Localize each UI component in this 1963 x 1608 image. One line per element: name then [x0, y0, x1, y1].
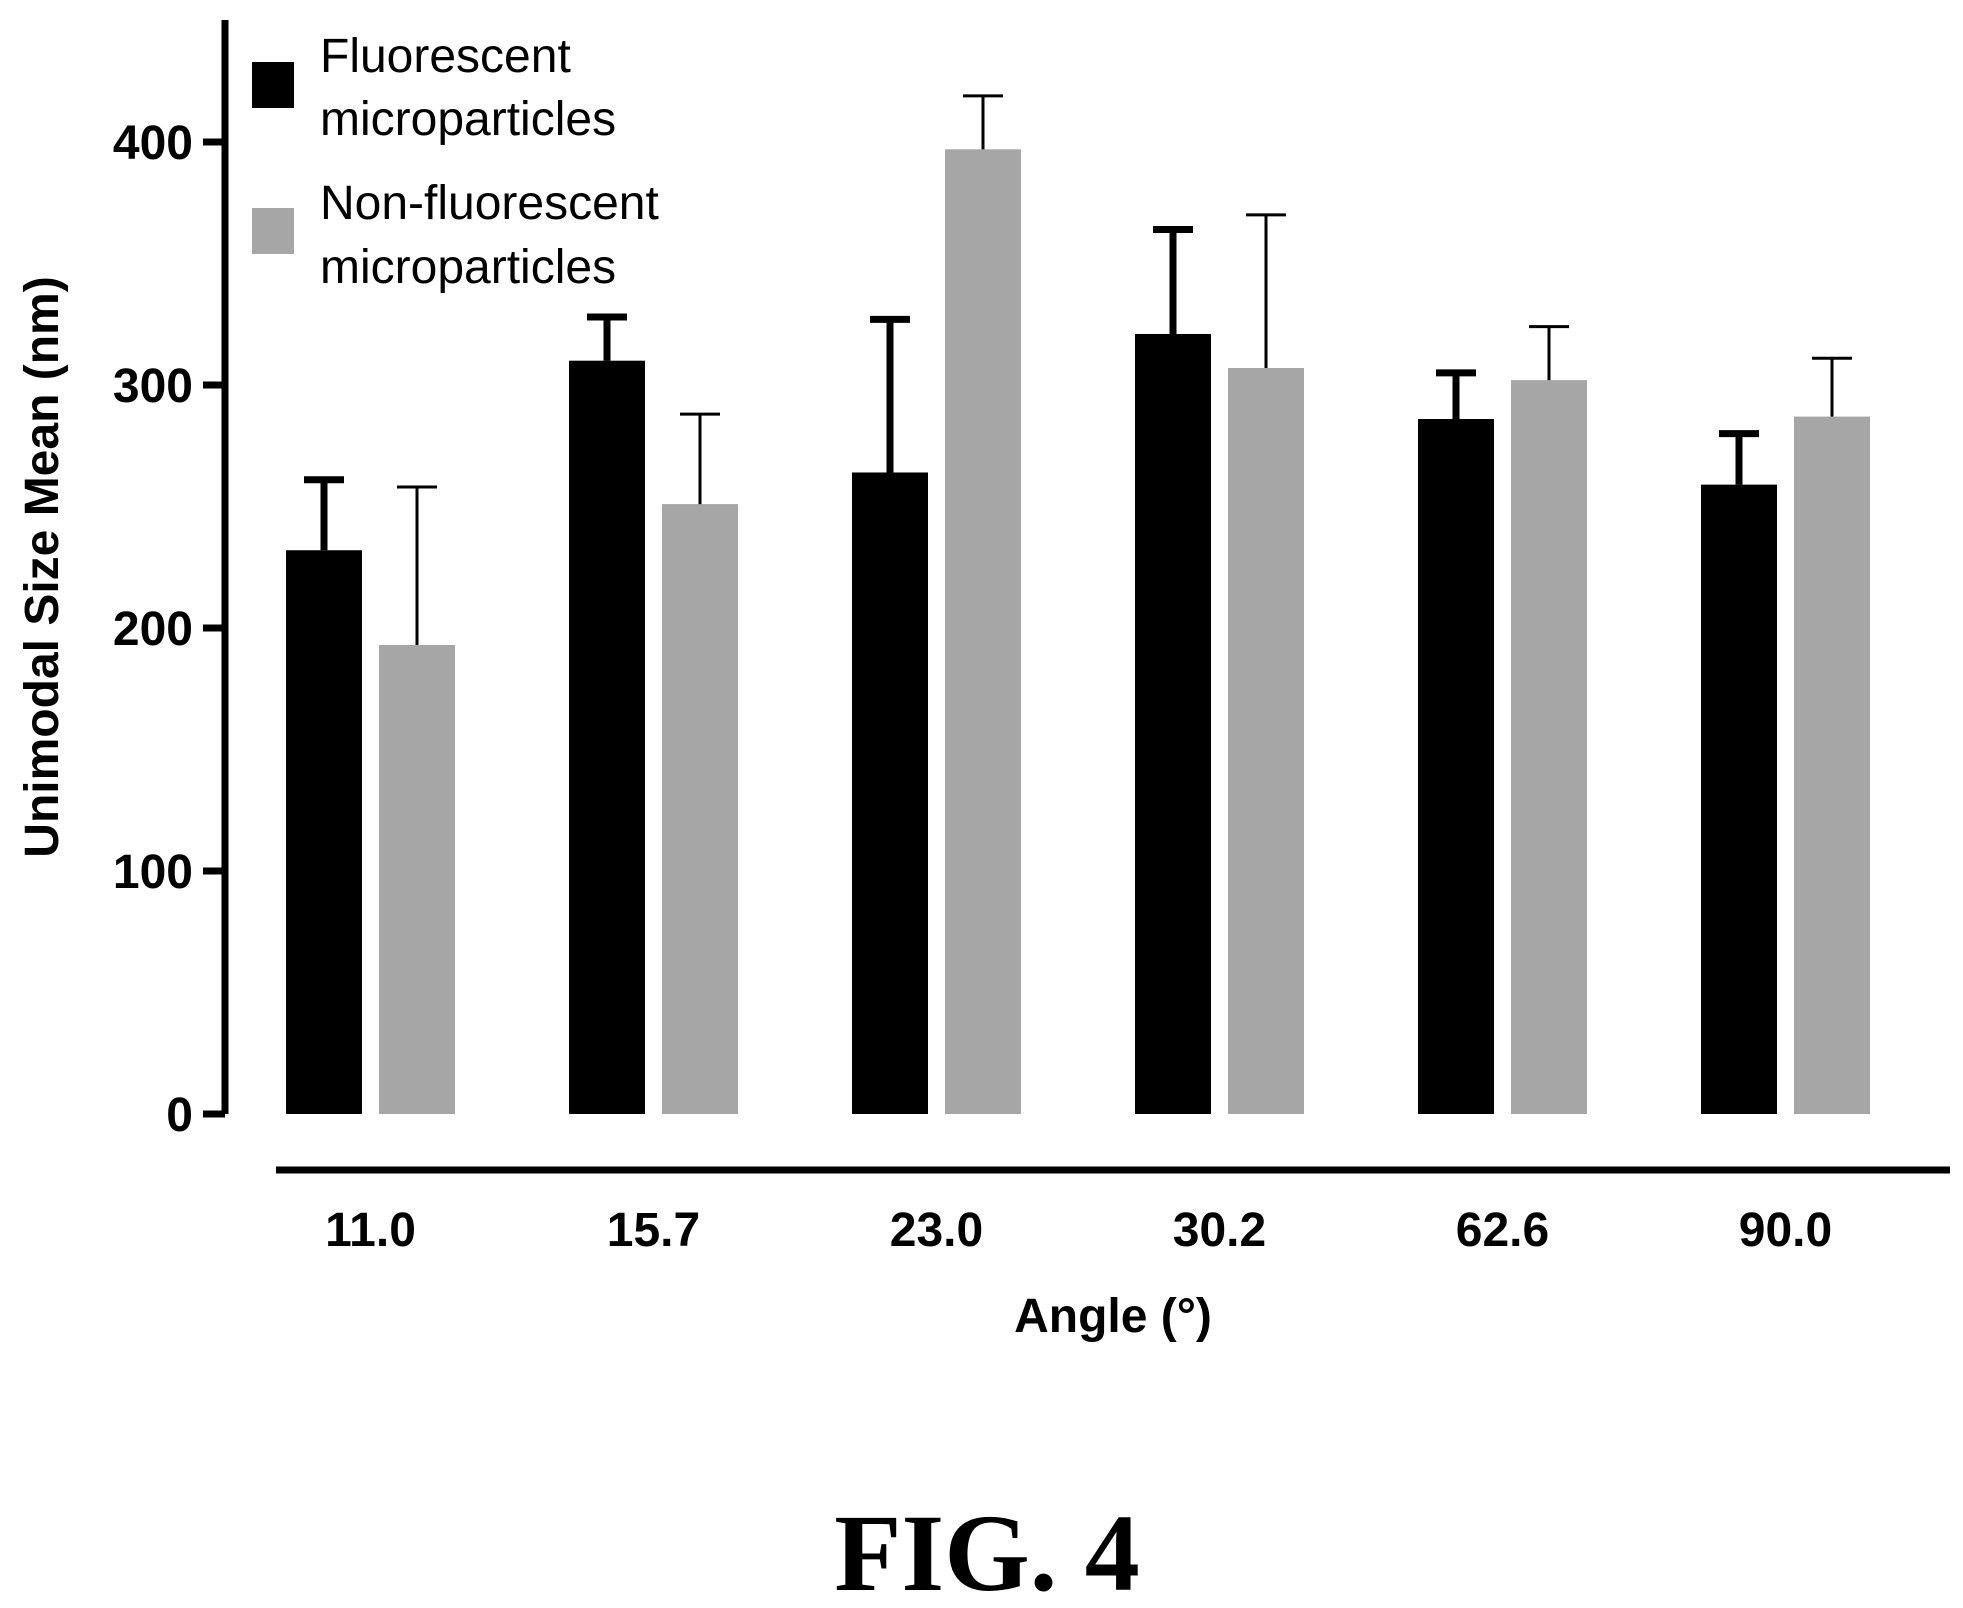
y-ticks-layer: 0 100 200 300 400 [113, 117, 225, 1142]
bar-fluorescent-23.0 [852, 472, 928, 1115]
bar-fluorescent-11.0 [286, 550, 362, 1114]
bar-fluorescent-30.2 [1135, 333, 1211, 1115]
bar-non-fluorescent-15.7 [662, 504, 738, 1114]
bar-fluorescent-62.6 [1418, 419, 1494, 1114]
x-tick-label-15.7: 15.7 [607, 1204, 700, 1257]
bar-non-fluorescent-90.0 [1794, 416, 1870, 1115]
y-axis-title: Unimodal Size Mean (nm) [16, 276, 69, 857]
x-tick-label-23.0: 23.0 [890, 1204, 983, 1257]
y-tick-label-100: 100 [113, 846, 193, 899]
bar-non-fluorescent-23.0 [945, 149, 1021, 1115]
x-axis-title: Angle (°) [1014, 1290, 1212, 1343]
legend-label-non-fluorescent-line2: microparticles [320, 241, 616, 294]
axes-layer [221, 20, 1950, 1174]
figure-caption: FIG. 4 [834, 1492, 1140, 1608]
y-tick-label-200: 200 [113, 603, 193, 656]
x-ticks-layer: 11.0 15.7 23.0 30.2 62.6 90.0 [325, 1204, 1832, 1257]
y-tick-label-300: 300 [113, 360, 193, 413]
bar-non-fluorescent-11.0 [379, 645, 455, 1114]
legend-swatch-fluorescent [252, 62, 294, 108]
bar-fluorescent-90.0 [1701, 484, 1777, 1114]
y-tick-label-0: 0 [166, 1089, 193, 1142]
bar-non-fluorescent-62.6 [1511, 380, 1587, 1114]
x-tick-label-30.2: 30.2 [1173, 1204, 1266, 1257]
legend: Fluorescent microparticles Non-fluoresce… [252, 30, 659, 294]
y-tick-label-400: 400 [113, 117, 193, 170]
legend-label-fluorescent: Fluorescent [320, 30, 571, 83]
x-tick-label-90.0: 90.0 [1739, 1204, 1832, 1257]
x-tick-label-62.6: 62.6 [1456, 1204, 1549, 1257]
x-tick-label-11.0: 11.0 [325, 1204, 416, 1257]
bar-non-fluorescent-30.2 [1228, 367, 1304, 1114]
legend-label-fluorescent-line2: microparticles [320, 93, 616, 146]
legend-label-non-fluorescent: Non-fluorescent [320, 177, 659, 230]
legend-swatch-non-fluorescent [252, 208, 294, 254]
bars-layer [286, 94, 1870, 1115]
bar-fluorescent-15.7 [569, 360, 645, 1114]
